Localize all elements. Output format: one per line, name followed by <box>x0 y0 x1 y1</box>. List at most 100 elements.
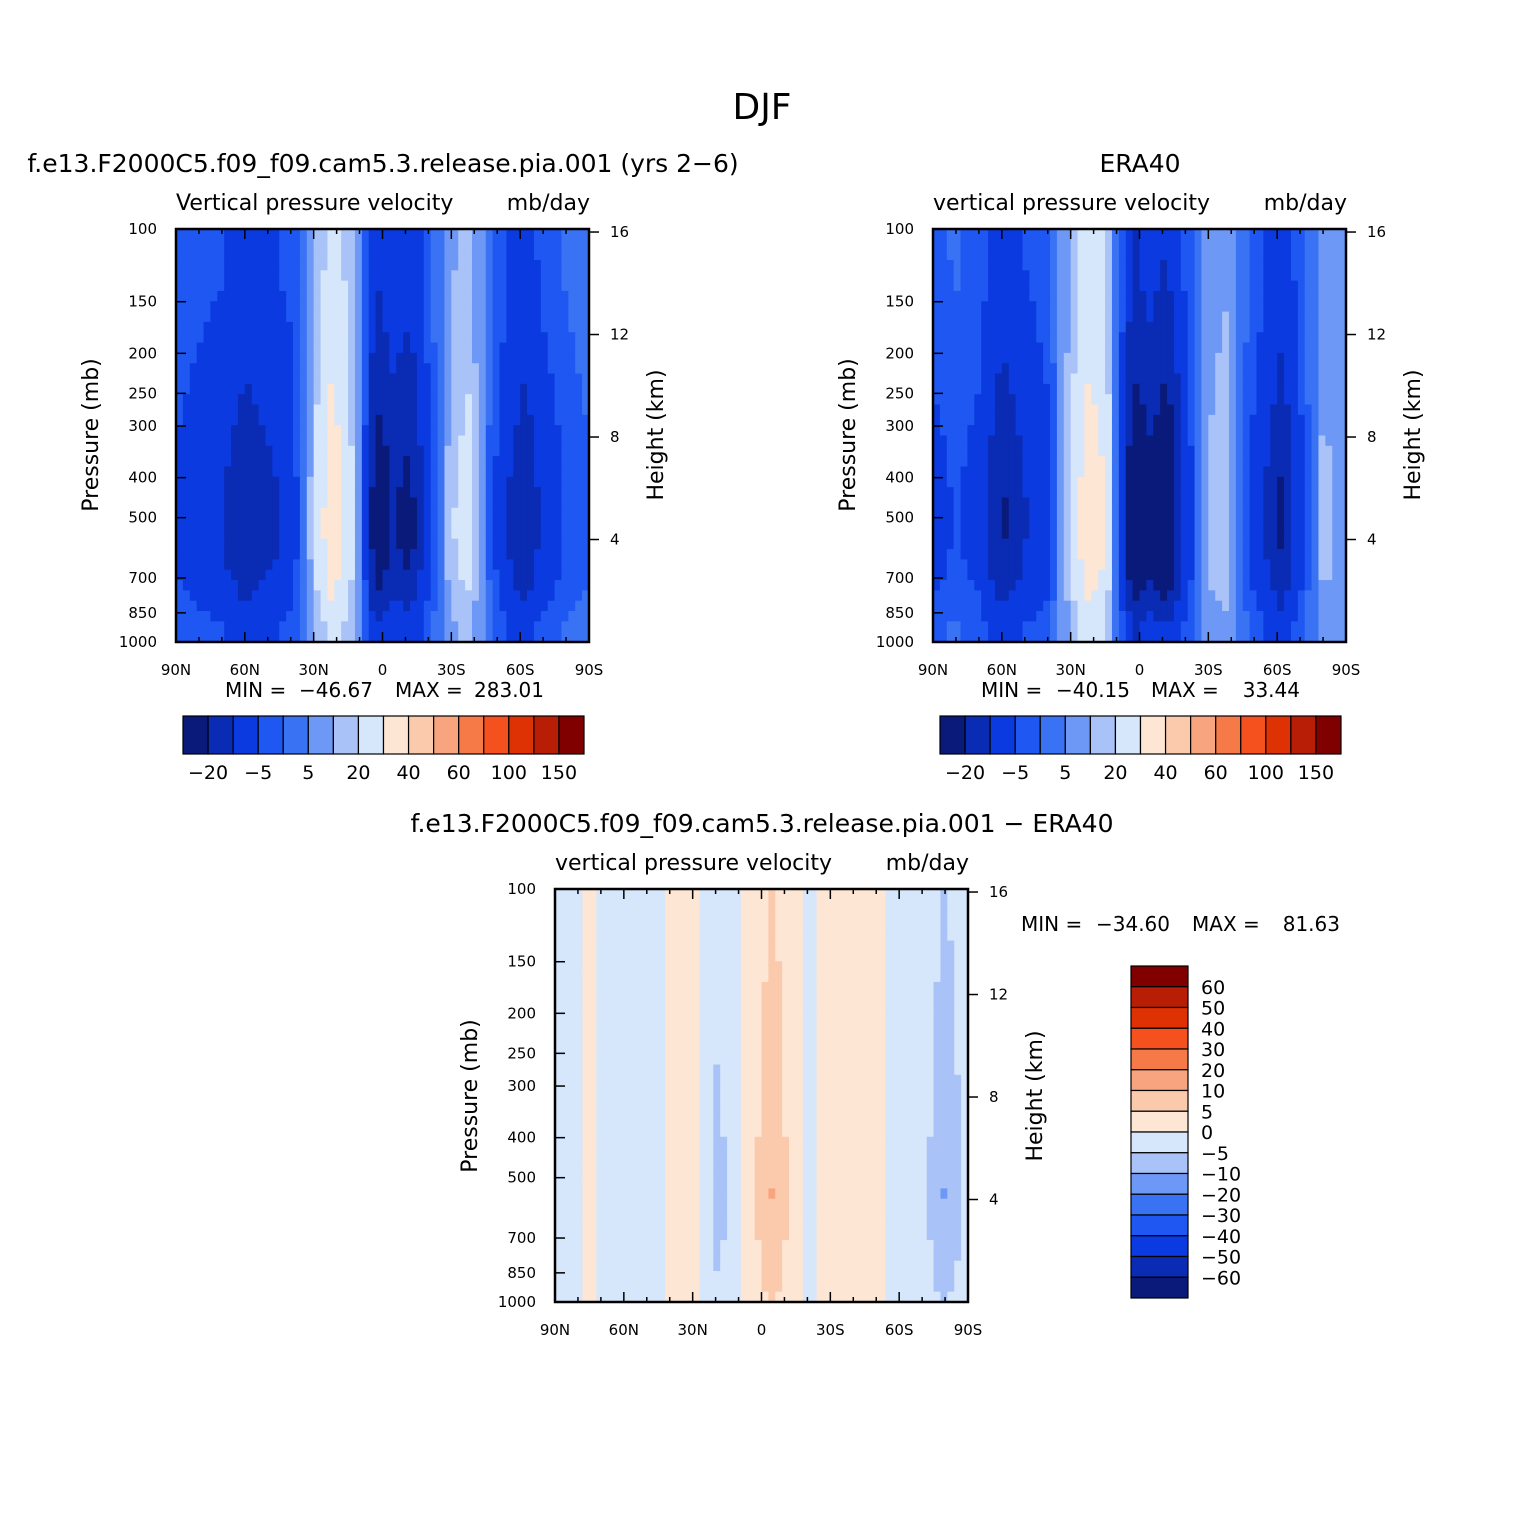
contour-cell <box>368 466 377 478</box>
pressure-tick-label: 250 <box>885 384 914 402</box>
contour-cell <box>403 600 411 612</box>
contour-cell <box>527 435 535 447</box>
contour-cell <box>953 394 962 406</box>
contour-cell <box>423 631 432 643</box>
contour-cell <box>960 518 969 530</box>
contour-cell <box>231 528 239 540</box>
contour-cell <box>540 301 549 313</box>
contour-cell <box>1256 394 1264 406</box>
contour-cell <box>306 249 315 261</box>
contour-cell <box>1043 435 1051 447</box>
contour-cell <box>465 569 473 581</box>
contour-cell <box>1325 497 1333 509</box>
contour-cell <box>540 600 549 612</box>
contour-cell <box>933 435 941 447</box>
contour-cell <box>1153 270 1161 282</box>
contour-cell <box>575 456 583 468</box>
contour-cell <box>1160 528 1168 540</box>
contour-cell <box>499 383 507 395</box>
contour-cell <box>265 590 273 602</box>
contour-cell <box>1105 435 1113 447</box>
contour-cell <box>582 466 590 478</box>
contour-cell <box>382 466 390 478</box>
contour-cell <box>1077 507 1086 519</box>
contour-cell <box>1235 631 1244 643</box>
contour-cell <box>1105 621 1113 633</box>
contour-cell <box>403 373 411 385</box>
contour-cell <box>189 456 198 468</box>
contour-cell <box>176 383 184 395</box>
contour-cell <box>224 590 232 602</box>
contour-cell <box>1318 425 1326 437</box>
contour-cell <box>1029 363 1037 375</box>
pressure-tick-label: 1000 <box>876 633 914 651</box>
contour-cell <box>375 580 384 591</box>
contour-cell <box>313 311 322 323</box>
contour-cell <box>306 466 315 478</box>
contour-cell <box>575 466 583 478</box>
contour-cell <box>272 631 280 643</box>
contour-cell <box>1160 507 1168 519</box>
contour-cell <box>1125 528 1134 540</box>
contour-cell <box>251 435 260 447</box>
contour-cell <box>1311 425 1320 437</box>
contour-cell <box>568 621 576 633</box>
contour-cell <box>478 321 487 333</box>
contour-cell <box>1015 321 1024 333</box>
contour-cell <box>416 363 425 375</box>
colorbar-swatch <box>433 715 460 755</box>
contour-cell <box>1270 456 1278 468</box>
contour-cell <box>306 549 315 560</box>
contour-cell <box>279 414 287 426</box>
contour-cell <box>988 270 996 282</box>
pressure-tick-label: 400 <box>128 469 157 487</box>
contour-cell <box>1160 600 1168 612</box>
contour-cell <box>506 373 514 385</box>
contour-cell <box>485 394 494 406</box>
contour-cell <box>1187 621 1196 633</box>
contour-cell <box>1249 507 1258 519</box>
contour-cell <box>1249 559 1258 571</box>
contour-cell <box>244 549 253 560</box>
contour-cell <box>1111 600 1120 612</box>
contour-cell <box>306 559 315 571</box>
contour-cell <box>210 280 218 292</box>
contour-cell <box>478 497 487 509</box>
contour-cell <box>231 249 239 261</box>
contour-cell <box>444 280 452 292</box>
contour-cell <box>286 280 294 292</box>
contour-cell <box>939 270 948 282</box>
contour-cell <box>341 580 349 591</box>
contour-cell <box>224 528 232 540</box>
contour-cell <box>444 559 452 571</box>
contour-cell <box>320 528 329 540</box>
contour-cell <box>1332 600 1340 612</box>
contour-cell <box>939 466 948 478</box>
contour-cell <box>1194 538 1203 550</box>
contour-cell <box>396 239 404 251</box>
contour-cell <box>1311 239 1320 251</box>
contour-cell <box>1084 270 1092 282</box>
contour-cell <box>196 600 205 612</box>
contour-cell <box>189 518 198 530</box>
contour-cell <box>244 425 253 437</box>
contour-cell <box>1043 270 1051 282</box>
contour-cell <box>1194 342 1203 354</box>
contour-cell <box>471 394 480 406</box>
contour-cell <box>492 270 501 282</box>
contour-cell <box>389 352 397 364</box>
contour-cell <box>1077 301 1086 313</box>
contour-cell <box>217 445 225 457</box>
contour-cell <box>1063 311 1072 323</box>
contour-cell <box>293 270 301 282</box>
contour-cell <box>1173 600 1182 612</box>
contour-cell <box>458 569 466 581</box>
contour-cell <box>203 301 212 313</box>
contour-cell <box>237 456 246 468</box>
contour-cell <box>451 270 459 282</box>
contour-cell <box>540 497 549 509</box>
contour-cell <box>1318 383 1326 395</box>
contour-cell <box>554 404 563 416</box>
contour-cell <box>437 270 446 282</box>
contour-cell <box>1215 590 1223 602</box>
